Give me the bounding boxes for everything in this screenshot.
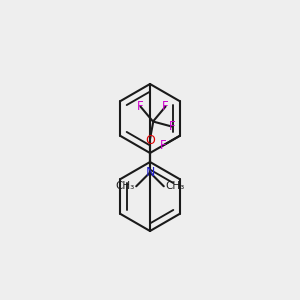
Text: CH₃: CH₃ — [165, 181, 184, 191]
Text: F: F — [162, 100, 169, 113]
Text: F: F — [169, 120, 175, 133]
Text: F: F — [160, 139, 166, 152]
Text: CH₃: CH₃ — [116, 181, 135, 191]
Text: F: F — [137, 100, 144, 113]
Text: N: N — [145, 166, 155, 179]
Text: O: O — [145, 134, 155, 148]
